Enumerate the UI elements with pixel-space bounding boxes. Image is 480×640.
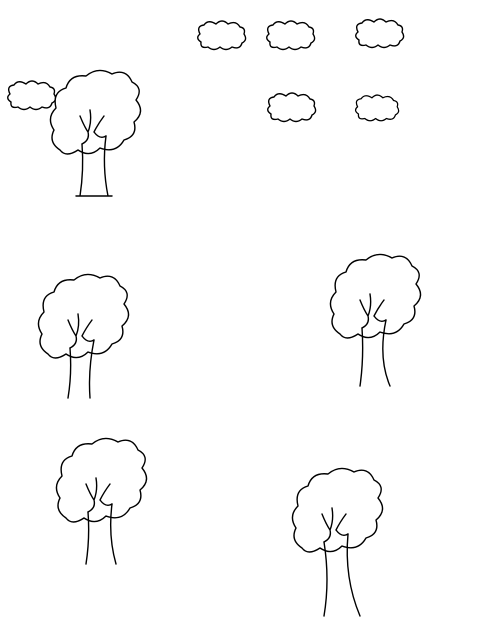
cloud-icon	[354, 94, 400, 122]
tree-icon	[37, 273, 130, 399]
cloud-icon	[355, 18, 405, 49]
tree-icon	[49, 69, 142, 197]
cloud-icon	[197, 20, 247, 51]
tree-icon	[329, 253, 422, 387]
tree-icon	[291, 467, 384, 617]
cloud-icon	[7, 80, 57, 111]
cloud-icon	[267, 92, 317, 123]
tree-icon	[55, 437, 148, 565]
cloud-icon	[266, 20, 316, 51]
